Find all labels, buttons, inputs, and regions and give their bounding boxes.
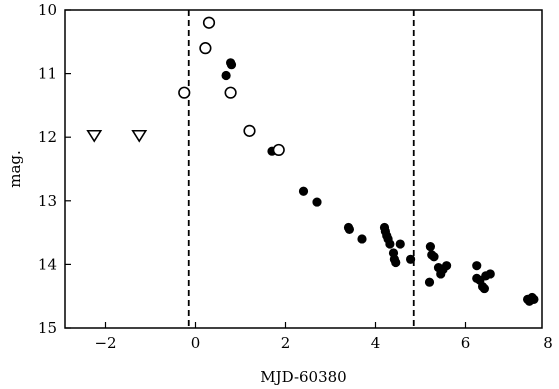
upper-limit-triangle <box>86 129 103 143</box>
plot-frame <box>64 9 543 329</box>
filled-data-point <box>312 197 322 207</box>
x-tick-label: 6 <box>461 334 471 352</box>
x-tick-label: 2 <box>281 334 291 352</box>
y-axis-label: mag. <box>6 150 24 188</box>
filled-data-point <box>395 239 405 249</box>
y-axis: 10 11 12 13 14 15 <box>38 1 71 337</box>
x-axis: −2 0 2 4 6 8 <box>94 322 553 352</box>
filled-data-point <box>424 277 435 287</box>
open-data-point <box>199 42 212 55</box>
open-data-point <box>272 143 285 157</box>
y-tick-label: 14 <box>38 255 57 273</box>
filled-data-point <box>529 294 539 304</box>
filled-data-point <box>357 234 367 244</box>
open-data-point <box>224 86 237 99</box>
upper-limit-triangle <box>131 129 148 143</box>
filled-data-point <box>344 224 354 235</box>
filled-data-point <box>221 70 231 81</box>
filled-data-point <box>485 269 495 279</box>
data-points <box>86 16 539 306</box>
filled-data-point <box>479 283 489 294</box>
filled-data-point <box>472 261 482 271</box>
x-tick-label: 8 <box>543 334 553 352</box>
reference-lines <box>187 10 415 328</box>
filled-data-point <box>298 186 309 196</box>
plot-area <box>86 10 539 328</box>
y-tick-label: 15 <box>38 319 57 337</box>
filled-data-point <box>226 60 237 70</box>
open-data-point <box>243 124 256 137</box>
open-data-point <box>178 86 191 99</box>
x-tick-label: 4 <box>371 334 381 352</box>
filled-data-point <box>391 257 401 268</box>
y-tick-label: 10 <box>38 1 57 19</box>
x-tick-label: −2 <box>94 334 116 352</box>
x-axis-label: MJD-60380 <box>260 368 346 386</box>
x-tick-label: 0 <box>191 334 201 352</box>
open-data-point <box>202 16 216 29</box>
filled-data-point <box>441 261 452 271</box>
y-tick-label: 12 <box>38 128 57 146</box>
filled-data-point <box>405 254 416 264</box>
filled-data-point <box>425 241 435 252</box>
filled-data-point <box>385 239 395 249</box>
y-tick-label: 13 <box>38 192 57 210</box>
y-tick-label: 11 <box>38 65 57 83</box>
filled-data-point <box>429 252 439 262</box>
